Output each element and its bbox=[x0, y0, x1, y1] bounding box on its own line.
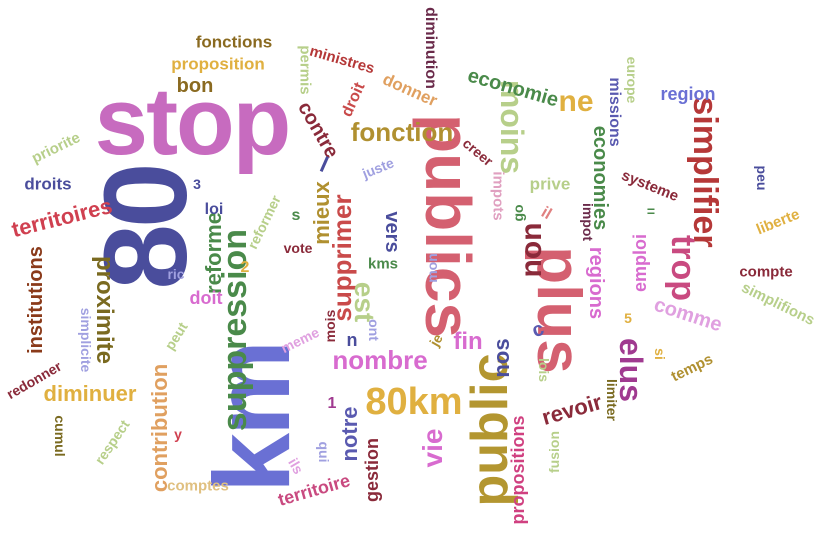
word-peu: peu bbox=[754, 165, 770, 191]
word-droit: droit bbox=[338, 80, 369, 120]
word-go: go bbox=[510, 204, 526, 222]
word-vote: vote bbox=[283, 240, 313, 256]
word-il: il bbox=[538, 203, 555, 224]
word-lois: lois bbox=[536, 357, 552, 383]
word-proximite: proximite bbox=[91, 255, 118, 365]
word-prive: prive bbox=[529, 174, 571, 194]
word-region: region bbox=[660, 84, 716, 104]
word-loi: loi bbox=[204, 201, 224, 218]
word-1: 1 bbox=[327, 395, 337, 412]
word-mon: mon bbox=[424, 253, 440, 283]
word-simplifier: simplifier bbox=[686, 96, 724, 248]
word-3: 3 bbox=[193, 176, 201, 192]
word-s: s bbox=[291, 207, 301, 224]
word-5: 5 bbox=[624, 310, 632, 326]
word-droits: droits bbox=[24, 174, 72, 194]
word-reformer: reformer bbox=[244, 192, 284, 252]
word-reforme: reforme bbox=[201, 212, 226, 294]
word-emploi: emploi bbox=[630, 233, 650, 293]
word-gestion: gestion bbox=[362, 437, 382, 503]
word-diminution: diminution bbox=[422, 7, 439, 89]
word-non: non bbox=[515, 222, 548, 278]
word-ministres: ministres bbox=[307, 42, 377, 78]
word-vie: vie bbox=[417, 428, 448, 468]
word-institutions: institutions bbox=[25, 246, 47, 354]
word-juste: juste bbox=[359, 154, 397, 182]
word-systeme: systeme bbox=[618, 166, 682, 206]
word-fonctions: fonctions bbox=[195, 32, 273, 52]
word-priorite: priorite bbox=[29, 129, 83, 167]
word-temps: temps bbox=[668, 350, 716, 386]
word-nombre: nombre bbox=[332, 345, 428, 375]
word-contre: contre bbox=[293, 98, 343, 162]
word-propositions: propositions bbox=[508, 415, 528, 525]
word-permis: permis bbox=[296, 45, 314, 95]
word-fin: fin bbox=[453, 328, 483, 355]
word-ont: ont bbox=[366, 319, 382, 341]
word-doit: doit bbox=[189, 288, 223, 308]
word-qui: qui bbox=[316, 441, 332, 463]
word-europe: europe bbox=[624, 56, 640, 104]
word-kms: kms bbox=[367, 255, 399, 273]
word-missions: missions bbox=[606, 77, 623, 147]
word-limiter: limiter bbox=[604, 378, 620, 422]
word-fusion: fusion bbox=[546, 431, 562, 473]
word-diminuer: diminuer bbox=[43, 381, 137, 406]
word-cumul: cumul bbox=[52, 415, 68, 457]
word-respect: respect bbox=[91, 416, 133, 468]
word-contribution: contribution bbox=[147, 363, 172, 493]
word-proposition: proposition bbox=[171, 54, 265, 74]
word-mois: mois bbox=[322, 309, 338, 343]
word-compte: compte bbox=[739, 263, 793, 281]
word-equals: = bbox=[646, 203, 656, 219]
word-stop: stop bbox=[94, 68, 292, 175]
word-nos: nos bbox=[489, 338, 514, 378]
word-impot: impot bbox=[580, 202, 596, 242]
word-y: y bbox=[174, 426, 182, 442]
word-liberte: liberte bbox=[753, 205, 803, 239]
word-revoir: revoir bbox=[539, 389, 605, 430]
word-n: n bbox=[346, 330, 358, 350]
word-peut: peut bbox=[161, 319, 191, 353]
word-l: l bbox=[316, 151, 333, 178]
word-comptes: comptes bbox=[167, 477, 229, 495]
word-impots: impots bbox=[489, 171, 507, 221]
word-ne: ne bbox=[558, 85, 594, 118]
word-trop: trop bbox=[664, 234, 702, 302]
word-ric: ric bbox=[167, 266, 185, 282]
word-80km: 80km bbox=[365, 381, 463, 423]
word-bon: bon bbox=[176, 75, 214, 97]
word-mieux: mieux bbox=[309, 181, 334, 245]
word-notre: notre bbox=[337, 406, 362, 462]
word-simplicite: simplicite bbox=[78, 307, 94, 373]
word-2: 2 bbox=[240, 259, 250, 276]
word-est: est bbox=[349, 281, 380, 323]
word-regions: regions bbox=[585, 246, 607, 320]
word-fonction: fonction bbox=[350, 117, 454, 147]
word-simplifions: simplifions bbox=[738, 279, 818, 329]
word-vers: vers bbox=[381, 211, 403, 253]
word-si: si bbox=[652, 348, 668, 360]
